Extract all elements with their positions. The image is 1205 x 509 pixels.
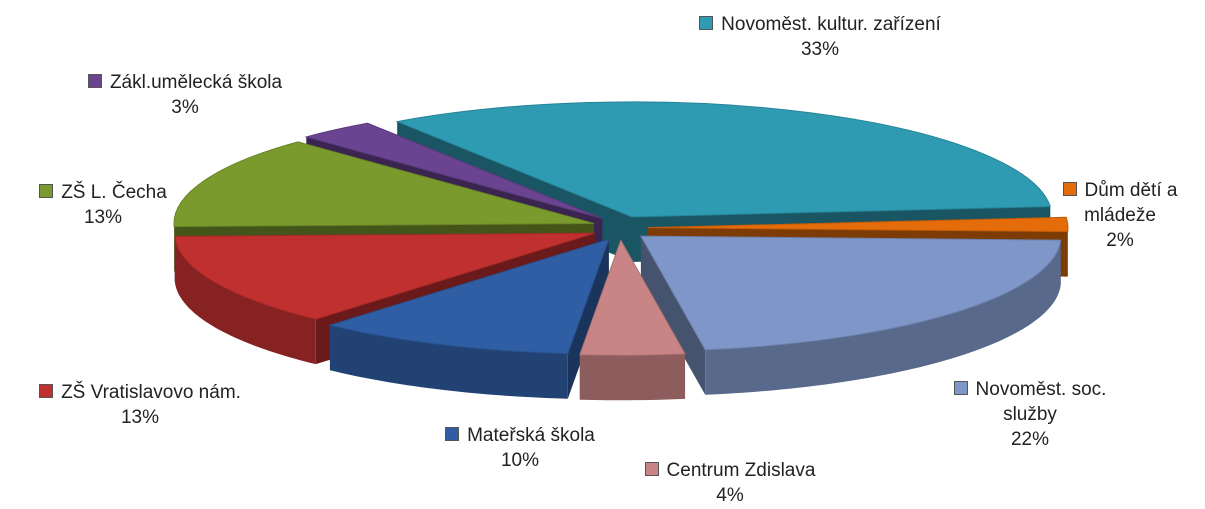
slice-wall <box>329 325 568 399</box>
label-name: Centrum Zdislava <box>666 460 816 481</box>
data-label: ZŠ Vratislavovo nám. 13% <box>0 380 280 430</box>
slice-side <box>640 236 706 395</box>
label-name: Zákl.umělecká škola <box>109 72 283 93</box>
slice <box>173 141 595 228</box>
label-name: Novoměst. soc. služby <box>975 379 1107 425</box>
legend-marker <box>1062 182 1077 196</box>
slice <box>647 216 1069 233</box>
data-label: Novoměst. kultur. zařízení 33% <box>695 12 945 62</box>
data-label: Centrum Zdislava 4% <box>600 458 860 508</box>
label-name: Mateřská škola <box>467 425 595 446</box>
label-value: 13% <box>83 207 123 228</box>
label-value: 22% <box>1010 429 1050 450</box>
label-value: 2% <box>1106 230 1134 251</box>
legend-marker <box>39 384 54 398</box>
slice-wall <box>174 236 316 365</box>
label-value: 4% <box>716 485 744 506</box>
slice <box>640 235 1062 351</box>
legend-marker <box>953 381 968 395</box>
label-name: ZŠ L. Čecha <box>61 182 167 203</box>
slice <box>328 238 610 355</box>
slice <box>174 232 595 320</box>
slice <box>579 239 686 356</box>
data-label: Novoměst. soc. služby 22% <box>930 377 1130 452</box>
legend-marker <box>644 462 659 476</box>
slice <box>304 122 603 220</box>
data-label: Zákl.umělecká škola 3% <box>45 70 325 120</box>
legend-marker <box>699 16 714 30</box>
label-value: 10% <box>500 450 540 471</box>
slice-wall <box>579 353 686 401</box>
label-value: 13% <box>120 407 160 428</box>
label-name: ZŠ Vratislavovo nám. <box>61 382 241 403</box>
legend-marker <box>87 74 102 88</box>
legend-marker <box>39 184 54 198</box>
legend-marker <box>445 427 460 441</box>
slice <box>395 101 1051 218</box>
label-name: Dům dětí a mládeže <box>1084 180 1178 226</box>
label-value: 3% <box>171 97 199 118</box>
data-label: ZŠ L. Čecha 13% <box>3 180 203 230</box>
slice-wall <box>705 240 1061 395</box>
data-label: Mateřská škola 10% <box>390 423 650 473</box>
label-name: Novoměst. kultur. zařízení <box>721 14 941 35</box>
data-label: Dům dětí a mládeže 2% <box>1050 178 1190 253</box>
label-value: 33% <box>800 39 840 60</box>
